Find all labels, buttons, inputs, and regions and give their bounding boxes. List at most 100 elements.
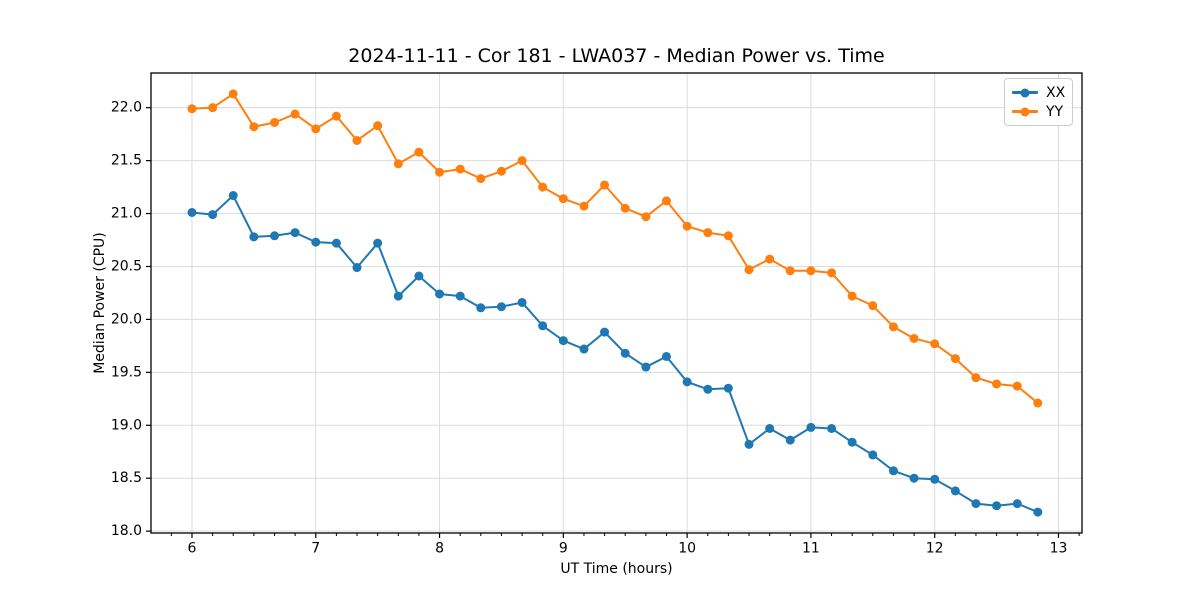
data-point-yy [723, 231, 733, 241]
x-tick-label: 13 [1050, 541, 1068, 557]
data-point-yy [228, 89, 238, 99]
data-point-yy [558, 194, 568, 204]
data-point-xx [373, 238, 383, 248]
data-point-xx [847, 437, 857, 447]
data-point-xx [971, 499, 981, 509]
data-point-yy [1012, 381, 1022, 391]
data-point-xx [476, 303, 486, 313]
data-point-yy [455, 164, 465, 174]
data-point-yy [331, 111, 341, 121]
data-point-yy [847, 291, 857, 301]
data-point-yy [496, 166, 506, 176]
data-point-xx [517, 297, 527, 307]
data-point-yy [600, 180, 610, 190]
x-tick-label: 8 [435, 541, 444, 557]
legend-item-yy: YY [1012, 102, 1065, 121]
data-point-xx [950, 486, 960, 496]
data-point-xx [187, 207, 197, 217]
series-line-yy [190, 92, 1039, 405]
data-point-xx [228, 191, 238, 201]
y-tick-label: 20.5 [111, 258, 142, 274]
data-point-yy [950, 354, 960, 364]
x-tick-label: 11 [802, 541, 820, 557]
y-tick-label: 21.0 [111, 206, 142, 222]
data-point-xx [249, 232, 259, 242]
data-point-yy [1033, 398, 1043, 408]
data-point-yy [620, 203, 630, 213]
y-tick-label: 18.5 [111, 470, 142, 486]
legend-label-xx: XX [1046, 84, 1066, 101]
data-point-xx [414, 271, 424, 281]
data-point-xx [703, 384, 713, 394]
data-point-yy [249, 122, 259, 132]
data-point-yy [971, 373, 981, 383]
data-point-xx [538, 321, 548, 331]
data-point-yy [187, 104, 197, 114]
data-point-yy [352, 135, 362, 145]
data-point-xx [455, 291, 465, 301]
x-tick-label: 9 [559, 541, 568, 557]
data-point-xx [579, 344, 589, 354]
data-point-xx [992, 501, 1002, 511]
data-point-yy [765, 254, 775, 264]
legend-marker-dot-icon [1020, 107, 1030, 116]
y-tick-label: 19.0 [111, 417, 142, 433]
data-point-yy [888, 322, 898, 332]
data-point-yy [806, 266, 816, 276]
y-tick-label: 19.5 [111, 364, 142, 380]
y-tick-label: 21.5 [111, 153, 142, 169]
data-point-yy [682, 221, 692, 231]
data-point-xx [558, 336, 568, 346]
data-point-yy [785, 266, 795, 276]
y-axis-label: Median Power (CPU) [92, 232, 108, 374]
data-point-yy [538, 182, 548, 192]
data-point-xx [600, 327, 610, 337]
x-tick-label: 6 [188, 541, 197, 557]
data-point-yy [744, 265, 754, 275]
data-point-xx [270, 231, 280, 241]
x-axis-label: UT Time (hours) [560, 561, 673, 577]
data-point-yy [641, 212, 651, 222]
legend: XX YY [1004, 78, 1073, 126]
data-point-yy [414, 147, 424, 157]
y-tick-label: 22.0 [111, 100, 142, 116]
data-point-yy [909, 333, 919, 343]
data-point-xx [868, 450, 878, 460]
data-point-yy [661, 196, 671, 206]
data-point-xx [909, 473, 919, 483]
data-point-xx [765, 423, 775, 433]
data-point-yy [290, 109, 300, 119]
data-point-xx [496, 302, 506, 312]
legend-line-sample-icon [1012, 107, 1038, 116]
data-point-xx [620, 348, 630, 358]
data-point-xx [806, 422, 816, 432]
data-point-xx [1033, 507, 1043, 517]
chart-title: 2024-11-11 - Cor 181 - LWA037 - Median P… [348, 45, 885, 67]
x-tick-label: 7 [311, 541, 320, 557]
data-point-xx [888, 466, 898, 476]
data-point-xx [311, 237, 321, 247]
data-point-yy [208, 103, 218, 113]
data-point-xx [331, 238, 341, 248]
legend-marker-dot-icon [1020, 88, 1030, 97]
data-point-yy [868, 301, 878, 311]
legend-label-yy: YY [1046, 103, 1064, 120]
x-tick-label: 12 [926, 541, 944, 557]
data-point-xx [1012, 499, 1022, 509]
data-point-yy [579, 201, 589, 211]
data-point-yy [992, 379, 1002, 389]
data-point-xx [641, 362, 651, 372]
data-point-yy [827, 268, 837, 278]
y-tick-label: 20.0 [111, 311, 142, 327]
data-point-xx [661, 351, 671, 361]
y-tick-label: 18.0 [111, 523, 142, 539]
legend-item-xx: XX [1012, 83, 1065, 102]
data-point-yy [517, 156, 527, 166]
data-point-xx [723, 383, 733, 393]
data-point-xx [744, 439, 754, 449]
data-point-xx [785, 435, 795, 445]
data-point-yy [270, 117, 280, 127]
data-point-xx [208, 210, 218, 220]
